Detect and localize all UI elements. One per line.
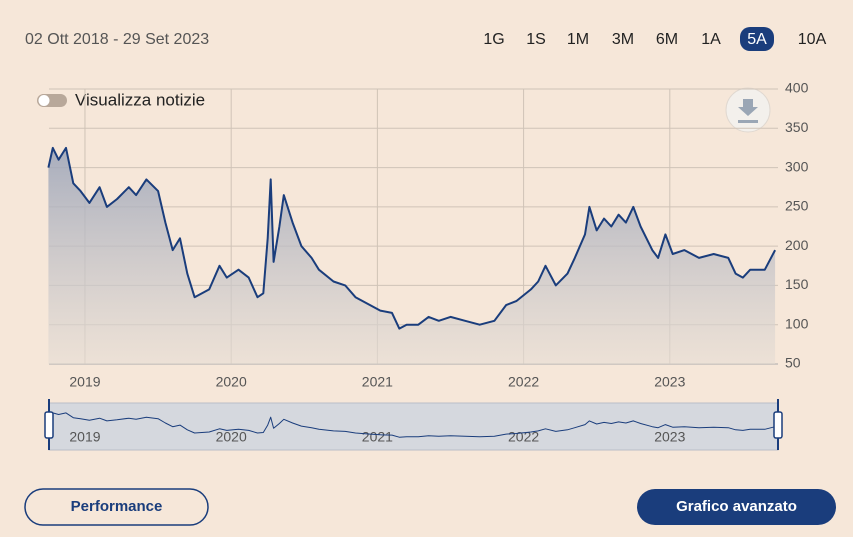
news-toggle[interactable]: Visualizza notizie [37, 90, 205, 109]
area [48, 147, 776, 364]
navigator-tick-label: 2021 [362, 429, 393, 445]
x-tick-label: 2023 [654, 374, 685, 390]
download-button[interactable] [725, 87, 771, 133]
toggle-knob[interactable] [37, 94, 51, 107]
y-tick-label: 350 [785, 119, 809, 135]
x-tick-label: 2019 [69, 374, 100, 390]
navigator-tick-label: 2022 [508, 429, 539, 445]
button-label[interactable]: Performance [71, 498, 163, 515]
price-line [47, 146, 776, 330]
y-tick-label: 250 [785, 198, 809, 214]
x-tick-label: 2022 [508, 374, 539, 390]
navigator-tick-label: 2019 [69, 429, 100, 445]
range-button[interactable]: 5A [747, 31, 767, 48]
range-active[interactable] [740, 27, 774, 51]
range-button[interactable]: 6M [656, 31, 678, 48]
plot: 50 100 150 200 250 300 350 400 2019 2020 2021 2022 2… [47, 80, 809, 390]
range-button[interactable]: 1M [567, 31, 589, 48]
y-tick-label: 50 [785, 355, 801, 371]
download-icon[interactable] [738, 99, 758, 123]
range-button[interactable]: 1S [526, 31, 546, 48]
performance-button[interactable]: Performance [24, 488, 209, 526]
y-tick-label: 200 [785, 237, 809, 253]
range-button[interactable]: 1G [483, 31, 504, 48]
range-button[interactable]: 3M [612, 31, 634, 48]
y-tick-label: 100 [785, 315, 809, 331]
advanced-button[interactable]: Grafico avanzato [637, 489, 836, 525]
toggle-label[interactable]: Visualizza notizie [75, 90, 205, 109]
y-tick-label: 150 [785, 276, 809, 292]
button-label[interactable]: Grafico avanzato [676, 498, 797, 515]
range-button[interactable]: 1A [701, 31, 721, 48]
x-tick-label: 2020 [216, 374, 247, 390]
navigator-tick-label: 2023 [654, 429, 685, 445]
navigator-handle[interactable] [44, 411, 54, 439]
navigator: 2019 2020 2021 2022 2023 [44, 399, 783, 451]
y-tick-label: 400 [785, 80, 809, 96]
date-range: 02 Ott 2018 - 29 Set 2023 [25, 31, 209, 48]
navigator-tick-label: 2020 [216, 429, 247, 445]
price-line [48, 412, 776, 438]
navigator-handle[interactable] [773, 411, 783, 439]
range-selector: 1G 1S 1M 3M 6M 1A 5A 10A [483, 27, 827, 51]
range-button[interactable]: 10A [798, 31, 827, 48]
y-tick-label: 300 [785, 158, 809, 174]
button-outline[interactable] [24, 488, 209, 526]
x-tick-label: 2021 [362, 374, 393, 390]
button-fill[interactable] [637, 489, 836, 525]
